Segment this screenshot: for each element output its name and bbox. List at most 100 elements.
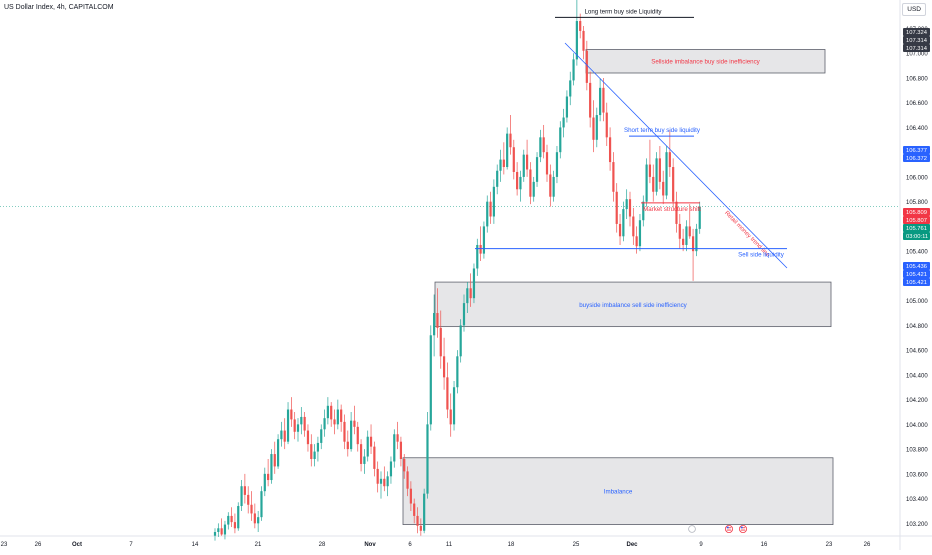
candle-body — [489, 201, 492, 217]
candle-body — [247, 494, 250, 505]
candle-body — [452, 387, 456, 425]
y-tick-label: 104.600 — [906, 349, 928, 355]
candle-body — [572, 59, 575, 81]
candle-body — [608, 137, 612, 163]
price-tag — [903, 278, 930, 286]
candle-body — [642, 201, 645, 221]
candle-body — [632, 216, 635, 237]
candle-body — [602, 87, 605, 113]
price-tag — [903, 232, 930, 240]
candle-body — [509, 133, 512, 148]
candle-body — [635, 236, 638, 247]
candle-body — [406, 471, 409, 489]
price-tag — [903, 216, 930, 224]
candle-body — [273, 454, 276, 467]
candle-body — [535, 157, 539, 182]
us-flag-event-icon — [725, 525, 734, 534]
candle-body — [343, 421, 346, 442]
candle-body — [296, 424, 300, 432]
candle-body — [373, 446, 376, 469]
candle-body — [353, 420, 356, 427]
candle-body — [346, 441, 349, 450]
candle-body — [383, 478, 386, 487]
candle-body — [413, 503, 416, 516]
candle-body — [416, 515, 419, 526]
candle-body — [658, 158, 661, 182]
liquidity-level-label: Market structure shift — [643, 206, 701, 213]
y-tick-label: 105.000 — [906, 299, 928, 305]
candle-body — [442, 356, 446, 378]
candle-body — [685, 226, 688, 245]
y-tick-label: 105.400 — [906, 250, 928, 256]
candle-body — [389, 461, 393, 477]
candle-body — [675, 201, 678, 224]
price-tag-label: 107.324 — [906, 30, 928, 36]
price-tag — [903, 36, 930, 44]
liquidity-level-label: Long term buy side Liquidity — [584, 8, 662, 15]
candle-body — [313, 451, 316, 460]
candle-body — [492, 186, 495, 217]
y-tick-label: 106.600 — [906, 101, 928, 107]
candle-body — [243, 486, 246, 495]
candle-body — [426, 424, 429, 494]
candle-body — [522, 154, 525, 177]
zone-label: Imbalance — [604, 489, 633, 496]
us-flag-stripe — [726, 529, 732, 531]
candle-body — [316, 442, 320, 452]
candle-body — [333, 419, 336, 425]
candle-body — [257, 517, 260, 524]
candle-body — [476, 244, 479, 269]
candle-body — [482, 226, 486, 254]
y-tick-label: 103.200 — [906, 522, 928, 528]
candle-body — [695, 228, 698, 252]
x-tick-label: 25 — [573, 542, 580, 548]
candle-body — [472, 268, 476, 299]
candle-body — [356, 426, 359, 445]
y-tick-label: 105.800 — [906, 200, 928, 206]
candle-body — [276, 439, 280, 467]
candle-body — [605, 112, 608, 138]
candle-body — [386, 476, 389, 487]
price-tag — [903, 154, 930, 162]
candle-body — [306, 430, 310, 445]
candle-body — [499, 159, 502, 171]
event-marker-icon — [688, 525, 696, 533]
liquidity-level-label: Sell side liquidity — [738, 252, 785, 259]
currency-button[interactable]: USD — [902, 3, 926, 16]
candle-body — [263, 473, 266, 492]
candle-body — [466, 288, 469, 304]
x-tick-label: 7 — [129, 542, 133, 548]
candle-body — [665, 152, 668, 196]
price-tag — [903, 224, 930, 232]
candle-body — [359, 444, 363, 464]
candle-body — [439, 327, 442, 357]
candle-body — [393, 434, 396, 462]
candle-body — [565, 96, 569, 118]
x-tick-label: 16 — [761, 542, 768, 548]
price-tag-label: 107.314 — [906, 46, 928, 52]
candle-body — [433, 313, 436, 336]
x-tick-label: 6 — [408, 542, 412, 548]
candle-body — [220, 528, 223, 535]
candle-body — [303, 416, 306, 431]
candle-body — [290, 409, 293, 420]
candle-body — [469, 288, 472, 299]
candle-body — [363, 456, 366, 464]
candle-body — [542, 137, 545, 153]
candle-body — [638, 220, 642, 247]
us-flag-stripe — [740, 529, 746, 531]
candle-body — [595, 115, 598, 140]
candle-body — [682, 238, 685, 245]
y-tick-label: 107.000 — [906, 52, 928, 58]
candle-body — [589, 82, 592, 118]
candle-body — [286, 409, 290, 442]
candle-body — [223, 524, 227, 535]
candle-body — [555, 152, 559, 177]
candle-body — [582, 30, 585, 51]
candle-body — [436, 313, 439, 328]
candle-body — [300, 416, 303, 425]
y-tick-label: 103.400 — [906, 497, 928, 503]
candle-body — [525, 154, 529, 170]
